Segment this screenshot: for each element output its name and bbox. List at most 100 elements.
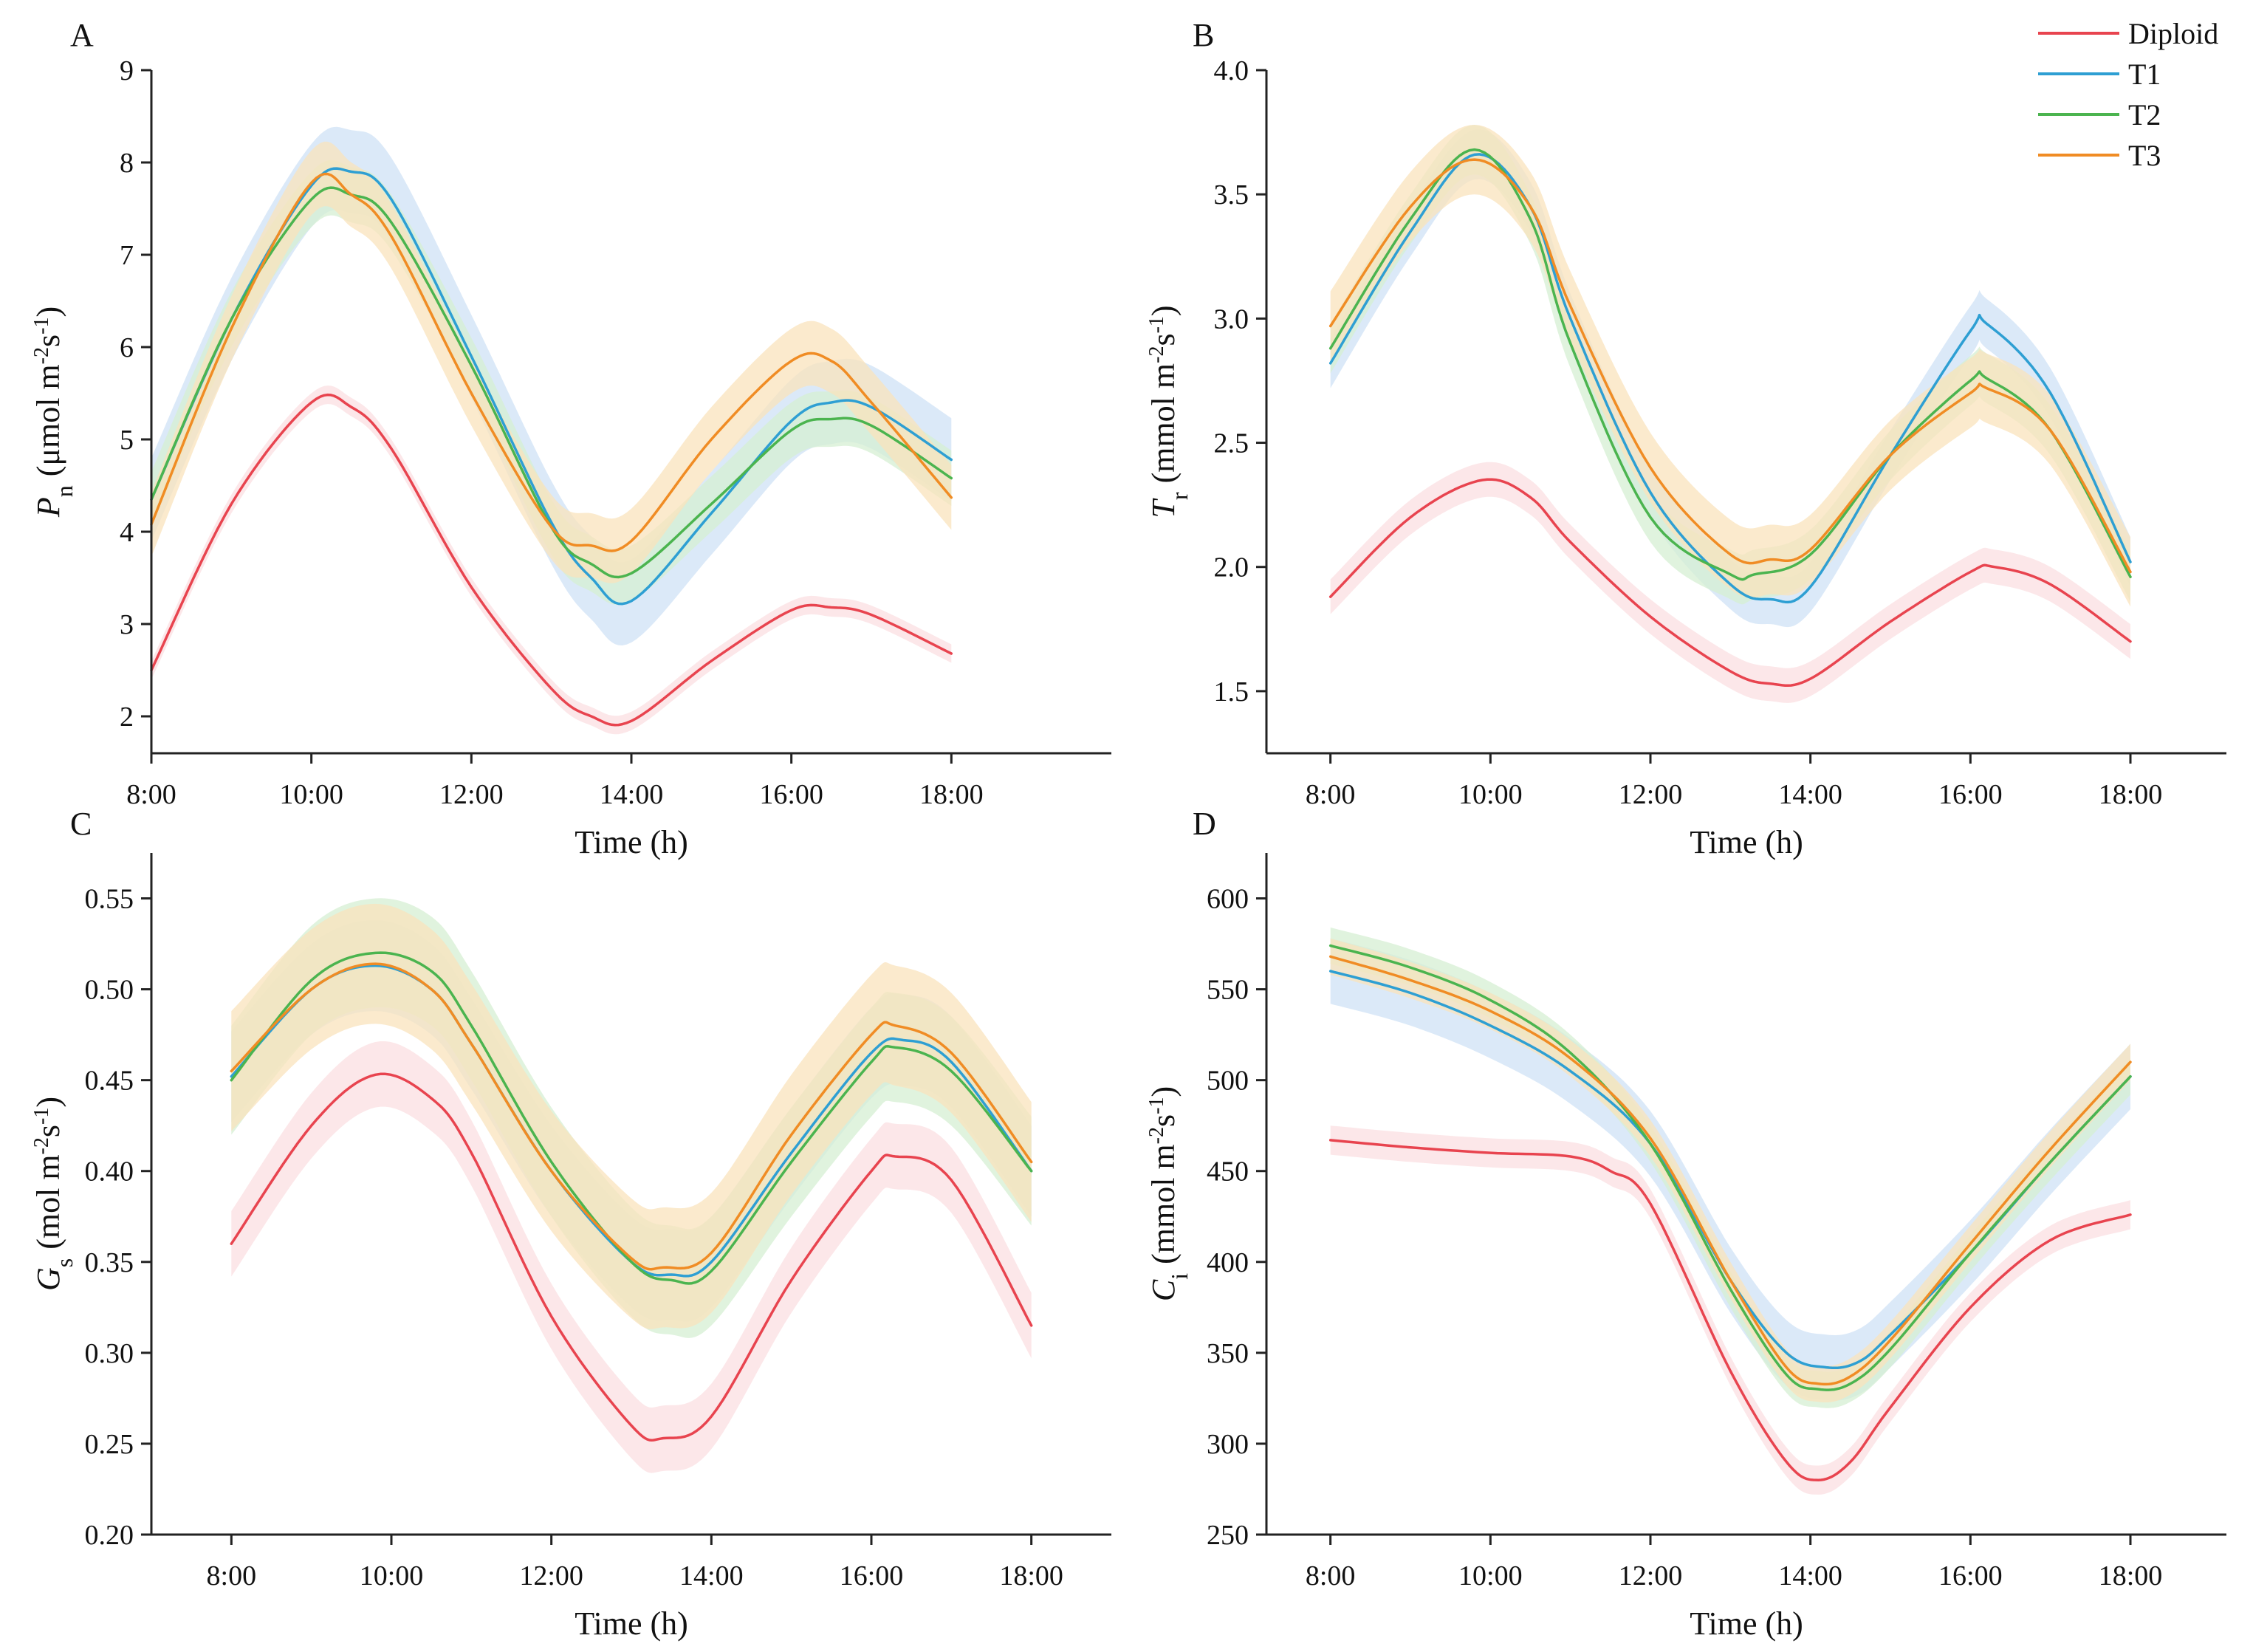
x-tick-label: 10:00: [360, 1560, 424, 1591]
y-tick-label: 3.5: [1214, 179, 1249, 210]
band-diploid: [1330, 1125, 2130, 1495]
x-tick-label: 14:00: [600, 779, 664, 810]
confidence-bands: [1330, 927, 2130, 1495]
y-tick-label: 0.40: [85, 1156, 134, 1187]
line-t2: [230, 951, 1033, 1285]
line-t2: [1328, 148, 2132, 581]
y-title-exp1: -2: [30, 1137, 53, 1154]
y-axis-title: Pn (μmol m-2s-1): [30, 306, 78, 518]
y-tick-label: 350: [1207, 1338, 1249, 1369]
x-tick-label: 12:00: [1619, 1560, 1683, 1591]
y-title-close: ): [1145, 305, 1182, 316]
y-axis-title: Tr (mmol m-2s-1): [1145, 305, 1193, 518]
y-tick-label: 0.45: [85, 1066, 134, 1097]
x-tick-label: 16:00: [1938, 1560, 2003, 1591]
x-tick-label: 12:00: [1619, 779, 1683, 810]
y-tick-label: 1.5: [1214, 676, 1249, 707]
x-tick-label: 10:00: [279, 779, 343, 810]
y-tick-label: 0.50: [85, 975, 134, 1006]
y-title-symbol: G: [30, 1267, 66, 1291]
line-diploid: [1328, 478, 2132, 688]
panel-letter: C: [70, 806, 92, 842]
x-axis-title: Time (h): [575, 1605, 688, 1642]
line-t3: [230, 962, 1033, 1271]
y-tick-label: 550: [1207, 975, 1249, 1006]
confidence-bands: [1330, 125, 2130, 703]
y-tick-label: 2.0: [1214, 552, 1249, 583]
x-tick-label: 14:00: [1778, 1560, 1842, 1591]
band-t3: [1330, 125, 2130, 607]
y-title-close: ): [1145, 1086, 1182, 1097]
y-title-mid: s: [1145, 333, 1182, 346]
y-tick-label: 3.0: [1214, 304, 1249, 335]
y-tick-label: 9: [120, 55, 134, 86]
line-t2: [150, 186, 953, 579]
x-tick-label: 12:00: [519, 1560, 583, 1591]
band-diploid: [1330, 462, 2130, 703]
x-tick-label: 8:00: [1306, 779, 1356, 810]
x-tick-label: 16:00: [840, 1560, 904, 1591]
y-tick-label: 6: [120, 332, 134, 363]
y-tick-label: 250: [1207, 1520, 1249, 1551]
x-tick-label: 16:00: [1938, 779, 2003, 810]
x-axis-title: Time (h): [575, 824, 688, 860]
y-title-exp1: -2: [1145, 1127, 1168, 1144]
x-tick-label: 18:00: [2099, 1560, 2163, 1591]
x-tick-label: 8:00: [126, 779, 176, 810]
y-title-unit-prefix: (mol m: [30, 1154, 66, 1249]
series-lines: [1328, 944, 2132, 1481]
legend: Diploid T1 T2 T3: [2038, 17, 2218, 172]
line-t3: [1328, 955, 2132, 1386]
y-tick-label: 7: [120, 240, 134, 271]
line-diploid: [150, 393, 953, 727]
line-t1: [1328, 153, 2132, 604]
y-tick-label: 500: [1207, 1066, 1249, 1097]
y-tick-label: 600: [1207, 884, 1249, 915]
panel-c: 0.20 0.25 0.30 0.35 0.40 0.45 0.50 0.55 8:00 10:0…: [30, 806, 1111, 1642]
y-tick-label: 0.25: [85, 1429, 134, 1460]
y-title-unit-prefix: (μmol m: [30, 364, 66, 476]
y-title-sub: r: [1166, 492, 1193, 500]
panel-d: 250 300 350 400 450 500 550 600 8:00 10:00 12:00 14…: [1145, 806, 2226, 1642]
x-tick-label: 14:00: [679, 1560, 744, 1591]
y-title-mid: s: [30, 335, 66, 347]
y-axis-title: Gs(mol m-2s-1): [30, 1097, 78, 1291]
y-title-sub: n: [51, 485, 78, 497]
y-tick-label: 5: [120, 425, 134, 456]
x-tick-label: 18:00: [919, 779, 984, 810]
y-title-exp1: -2: [1145, 346, 1168, 363]
y-title-symbol: C: [1145, 1279, 1182, 1301]
y-tick-label: 8: [120, 148, 134, 179]
y-title-mid: s: [1145, 1114, 1182, 1127]
panel-letter: B: [1193, 17, 1214, 53]
series-lines: [150, 167, 953, 727]
y-title-close: ): [30, 1097, 66, 1108]
y-tick-label: 300: [1207, 1429, 1249, 1460]
y-title-exp1: -2: [30, 347, 53, 364]
y-tick-label: 4.0: [1214, 55, 1249, 86]
series-lines: [230, 951, 1033, 1442]
legend-label-t1: T1: [2128, 58, 2161, 91]
y-title-close: ): [30, 306, 66, 318]
y-title-unit-prefix: (mmol m: [1145, 363, 1182, 484]
line-diploid: [230, 1072, 1033, 1442]
y-title-sub: s: [51, 1258, 78, 1267]
line-diploid: [1328, 1139, 2132, 1481]
band-t3: [1330, 938, 2130, 1402]
x-tick-label: 14:00: [1778, 779, 1842, 810]
line-t3: [1328, 158, 2132, 574]
y-tick-label: 4: [120, 517, 134, 548]
band-t2: [151, 160, 952, 606]
y-title-unit-prefix: (mmol m: [1145, 1144, 1182, 1264]
y-title-exp2: -1: [1145, 1097, 1168, 1114]
panel-a: 2 3 4 5 6 7 8 9 8:00 10:00 12:00 14:00 16:00 18:00 Tim…: [30, 17, 1111, 860]
series-lines: [1328, 148, 2132, 688]
y-tick-label: 0.35: [85, 1247, 134, 1278]
y-axis-title: Ci (mmol m-2s-1): [1145, 1086, 1193, 1301]
legend-label-t3: T3: [2128, 139, 2161, 172]
y-title-sub: i: [1166, 1273, 1193, 1280]
legend-label-diploid: Diploid: [2128, 17, 2218, 50]
panel-letter: D: [1193, 806, 1216, 842]
panel-b: 1.5 2.0 2.5 3.0 3.5 4.0 8:00 10:00 12:00 14:00 16:…: [1145, 17, 2226, 860]
